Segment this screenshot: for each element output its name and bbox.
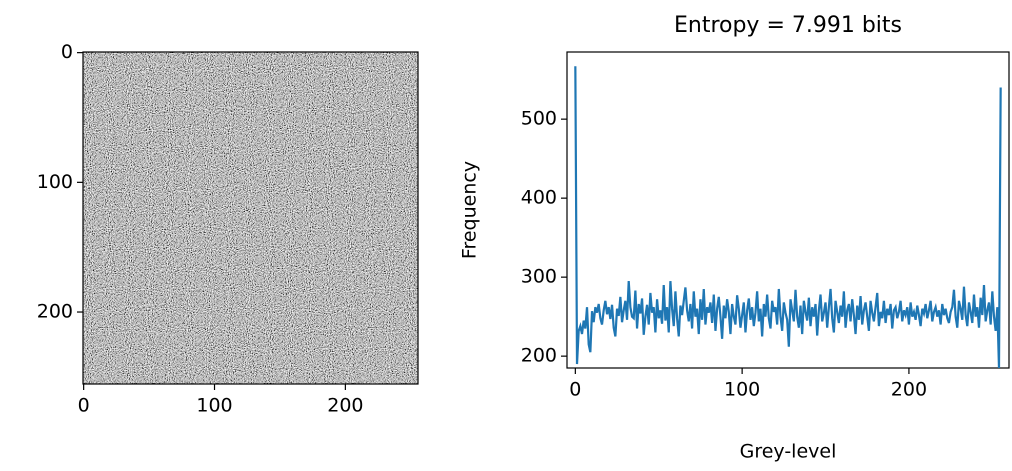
y-tick-label: 200: [37, 301, 73, 323]
y-tick-label: 500: [521, 108, 557, 130]
y-tick-label: 200: [521, 345, 557, 367]
x-axis-label: Grey-level: [740, 441, 837, 463]
noise-image: [83, 52, 418, 384]
histogram-line: [574, 66, 1002, 369]
x-tick-label: 100: [724, 379, 760, 401]
y-tick-label: 0: [61, 41, 73, 63]
image-frame: [82, 51, 419, 385]
y-axis-label: Frequency: [459, 161, 481, 259]
y-tick-label: 100: [37, 171, 73, 193]
x-tick-label: 100: [196, 395, 232, 417]
x-tick-label: 0: [78, 395, 90, 417]
chart-title: Entropy = 7.991 bits: [674, 13, 902, 38]
x-tick-label: 200: [327, 395, 363, 417]
y-tick-label: 300: [521, 266, 557, 288]
y-tick-label: 400: [521, 187, 557, 209]
x-tick-label: 0: [569, 379, 581, 401]
x-tick-label: 200: [891, 379, 927, 401]
plot-frame: [566, 51, 1010, 369]
